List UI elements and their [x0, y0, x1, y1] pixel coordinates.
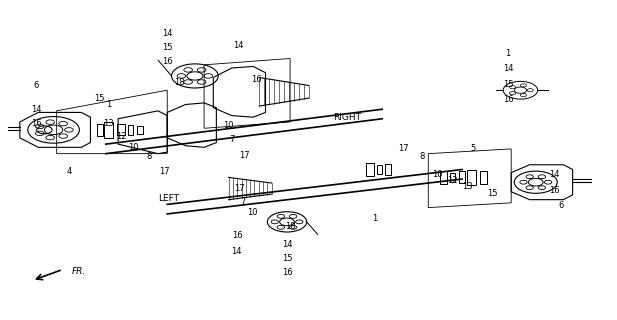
Text: 14: 14	[503, 64, 513, 74]
Text: 14: 14	[31, 105, 42, 114]
Text: 10: 10	[433, 170, 443, 179]
Text: 12: 12	[447, 176, 458, 185]
Bar	[104, 122, 114, 138]
Text: 15: 15	[283, 254, 293, 263]
Text: 14: 14	[233, 41, 243, 50]
Text: 16: 16	[162, 57, 173, 66]
Bar	[128, 125, 133, 135]
Bar	[440, 171, 447, 184]
Bar	[366, 163, 374, 176]
Text: 15: 15	[94, 94, 105, 103]
Text: 1: 1	[505, 49, 511, 58]
Bar	[385, 164, 391, 175]
Text: 12: 12	[116, 132, 126, 141]
Text: 15: 15	[503, 80, 513, 89]
Bar	[97, 124, 103, 136]
Text: RIGHT: RIGHT	[333, 113, 361, 122]
Text: 1: 1	[371, 214, 377, 223]
Text: 5: 5	[471, 144, 476, 153]
Text: 17: 17	[159, 167, 170, 176]
Text: 17: 17	[399, 144, 409, 153]
Text: 16: 16	[283, 268, 293, 277]
Text: 7: 7	[240, 197, 246, 206]
Text: 17: 17	[239, 151, 249, 160]
Text: 10: 10	[247, 208, 257, 217]
Text: 16: 16	[549, 186, 560, 195]
Text: 13: 13	[462, 181, 472, 190]
Text: LEFT: LEFT	[158, 194, 179, 203]
Bar	[459, 172, 465, 183]
Text: 6: 6	[559, 202, 565, 211]
Bar	[450, 173, 455, 182]
Text: 8: 8	[146, 152, 152, 161]
Text: 16: 16	[31, 119, 42, 128]
Text: 16: 16	[251, 75, 262, 84]
Bar	[480, 171, 487, 184]
Text: 1: 1	[106, 100, 112, 109]
Text: 16: 16	[503, 95, 513, 104]
Text: FR.: FR.	[72, 267, 86, 276]
Text: 14: 14	[549, 170, 560, 179]
Text: 10: 10	[223, 121, 234, 130]
Text: 18: 18	[285, 222, 296, 231]
Text: 14: 14	[283, 240, 293, 249]
Text: 14: 14	[163, 28, 173, 38]
Text: 16: 16	[233, 231, 243, 240]
Bar	[117, 124, 125, 135]
Bar	[466, 170, 476, 185]
Text: 14: 14	[231, 247, 241, 257]
Text: 7: 7	[229, 135, 234, 144]
Bar	[136, 126, 143, 134]
Bar	[377, 165, 381, 174]
Text: 13: 13	[104, 119, 114, 128]
Text: 10: 10	[128, 143, 139, 152]
Text: 17: 17	[234, 184, 245, 193]
Text: 8: 8	[420, 152, 425, 161]
Text: 15: 15	[163, 43, 173, 52]
Text: 18: 18	[174, 78, 185, 87]
Text: 6: 6	[34, 81, 39, 90]
Text: 15: 15	[487, 189, 498, 198]
Text: 4: 4	[67, 167, 72, 176]
